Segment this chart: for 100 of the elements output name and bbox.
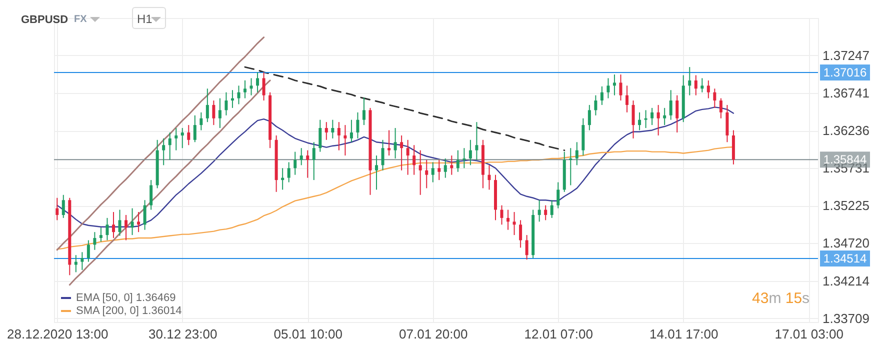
candlestick — [406, 139, 410, 176]
ref-line-label: 1.34514 — [823, 252, 868, 266]
candlestick — [150, 180, 153, 210]
candlestick — [237, 85, 240, 105]
y-tick-label: 1.37247 — [822, 48, 870, 63]
candlestick — [312, 142, 316, 181]
candlestick — [612, 74, 616, 96]
candlestick — [412, 144, 416, 176]
legend-label: SMA [200, 0] 1.36014 — [76, 305, 182, 317]
y-tick-label: 1.35225 — [822, 198, 870, 214]
annotation: FX — [74, 14, 87, 25]
candlestick — [450, 155, 454, 176]
x-tick-label: 28.12.2020 13:00 — [7, 326, 108, 342]
candlestick — [556, 182, 560, 209]
candlestick — [331, 119, 334, 139]
candlestick — [143, 200, 146, 230]
candlestick — [306, 150, 310, 178]
ref-line-label: 1.37016 — [823, 66, 868, 80]
candlestick — [356, 112, 360, 139]
candlestick — [713, 88, 716, 108]
candlestick — [726, 104, 729, 143]
candlestick — [86, 240, 90, 262]
candlestick — [676, 94, 679, 133]
candlestick — [294, 151, 297, 176]
candlestick — [244, 80, 246, 99]
candlestick — [575, 142, 578, 166]
candlestick — [606, 78, 610, 99]
y-tick-label: 1.34214 — [822, 273, 870, 288]
candlestick — [475, 122, 478, 160]
candlestick — [638, 112, 642, 131]
candlestick — [512, 211, 516, 236]
candlestick — [456, 150, 460, 172]
candlestick — [468, 139, 472, 166]
candlestick — [400, 134, 404, 171]
x-tick-label: 05.01 10:00 — [274, 326, 342, 342]
candlestick — [706, 80, 710, 99]
legend-label: EMA [50, 0] 1.36469 — [76, 292, 176, 304]
candlestick — [162, 138, 166, 166]
candlestick — [80, 252, 84, 270]
candlestick — [619, 74, 622, 102]
candlestick — [56, 197, 59, 221]
candlestick — [644, 110, 648, 129]
line-series — [56, 36, 265, 251]
candlestick — [93, 232, 96, 250]
annotation: H1 — [137, 12, 152, 26]
candlestick — [324, 122, 328, 140]
candlestick — [118, 209, 122, 236]
candlestick — [130, 208, 134, 236]
candlestick — [106, 217, 109, 241]
candlestick — [462, 148, 466, 169]
candlestick — [425, 159, 428, 189]
candlestick — [656, 104, 660, 136]
candlestick — [337, 122, 340, 151]
candlestick — [594, 94, 598, 116]
candlestick — [650, 107, 654, 126]
candlestick — [519, 220, 522, 248]
candlestick — [206, 88, 209, 123]
candlestick — [212, 100, 216, 126]
candlestick — [525, 234, 528, 260]
candlestick — [418, 150, 422, 196]
candlestick — [444, 158, 447, 178]
candlestick — [300, 148, 303, 166]
candlestick — [669, 90, 672, 120]
candlestick — [362, 97, 366, 126]
candlestick — [200, 112, 203, 131]
candlestick — [700, 78, 704, 93]
candlestick — [180, 128, 184, 149]
candlestick — [488, 164, 491, 190]
candlestick — [250, 78, 253, 96]
candlestick — [438, 159, 441, 181]
candlestick — [174, 128, 178, 151]
y-tick-label: 1.36741 — [822, 85, 870, 100]
line-series — [244, 66, 566, 152]
y-tick-label: 1.33709 — [822, 310, 870, 326]
candlestick — [626, 85, 628, 113]
x-tick-label: 12.01 07:00 — [524, 326, 593, 342]
candlestick — [256, 72, 260, 93]
line-series — [68, 80, 271, 286]
candlestick — [187, 124, 190, 146]
y-tick-label: 1.36236 — [822, 123, 870, 138]
candlestick — [262, 72, 266, 102]
candlestick — [99, 227, 102, 242]
candlestick — [318, 119, 322, 152]
candlestick — [287, 162, 290, 183]
candlestick — [124, 214, 128, 241]
candlestick — [600, 86, 604, 106]
candlestick — [218, 98, 222, 129]
chart-title: GBPUSD — [21, 14, 68, 26]
candlestick — [381, 139, 384, 171]
candlestick — [632, 100, 635, 139]
candlestick — [694, 74, 698, 96]
dropdown-field: H1 — [132, 7, 166, 29]
x-tick-label: 07.01 20:00 — [399, 326, 468, 342]
candlestick — [193, 114, 196, 143]
annotation: 43m 15s — [752, 290, 810, 307]
candlestick — [663, 107, 666, 126]
candlestick — [569, 148, 572, 186]
candlestick — [74, 254, 78, 273]
candlestick — [688, 66, 692, 96]
candlestick — [344, 124, 347, 156]
